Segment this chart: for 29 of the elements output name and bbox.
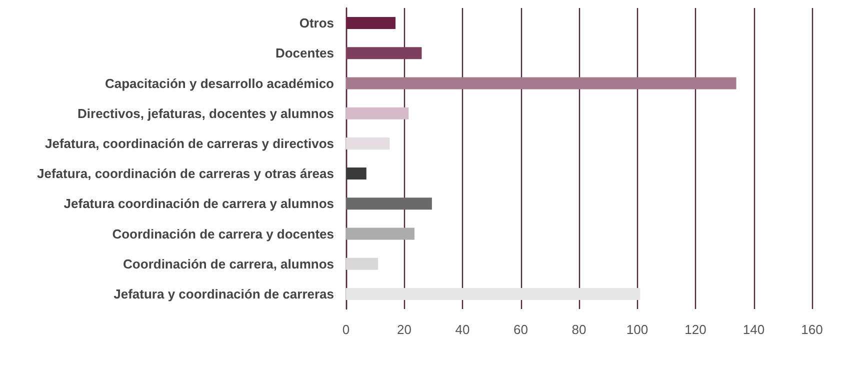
x-tick-label: 40	[455, 322, 470, 337]
y-tick-label: Capacitación y desarrollo académico	[104, 76, 334, 91]
bar	[346, 258, 378, 270]
bar	[346, 288, 640, 300]
y-tick-label: Coordinación de carrera y docentes	[112, 226, 334, 242]
x-tick-label: 0	[342, 322, 350, 337]
x-tick-label: 20	[397, 322, 412, 337]
x-tick-label: 160	[801, 322, 823, 337]
x-tick-label: 140	[742, 322, 765, 337]
y-tick-label: Docentes	[275, 46, 334, 61]
bar	[346, 47, 422, 60]
y-tick-label: Jefatura, coordinación de carreras y directivos	[44, 136, 334, 151]
x-tick-label: 100	[626, 322, 648, 337]
x-tick-label: 80	[572, 322, 586, 337]
x-tick-label: 60	[514, 322, 528, 337]
y-tick-label: Jefatura coordinación de carrera y alumnos	[64, 196, 334, 212]
bar	[346, 198, 432, 210]
bar	[346, 77, 736, 90]
bar	[346, 137, 390, 150]
y-tick-label: Otros	[299, 16, 334, 31]
y-tick-label: Directivos, jefaturas, docentes y alumnos	[78, 106, 334, 121]
bar	[346, 17, 396, 30]
y-tick-label: Jefatura y coordinación de carreras	[114, 286, 334, 302]
y-tick-label: Jefatura, coordinación de carreras y otras áreas	[37, 166, 334, 182]
bar	[346, 107, 409, 120]
bar	[346, 168, 366, 180]
x-tick-label: 120	[684, 322, 706, 337]
bar	[346, 228, 414, 240]
y-tick-label: Coordinación de carrera, alumnos	[123, 256, 334, 272]
